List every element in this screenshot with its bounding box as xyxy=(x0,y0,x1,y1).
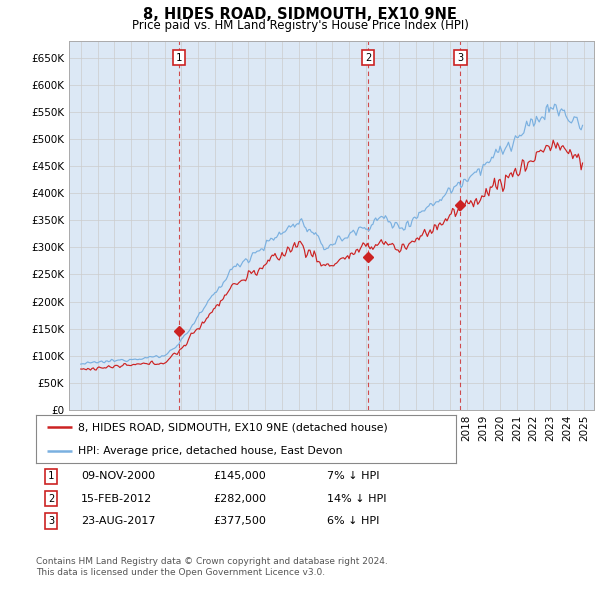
Text: This data is licensed under the Open Government Licence v3.0.: This data is licensed under the Open Gov… xyxy=(36,568,325,577)
Text: 23-AUG-2017: 23-AUG-2017 xyxy=(81,516,155,526)
Text: £377,500: £377,500 xyxy=(213,516,266,526)
Text: 3: 3 xyxy=(457,53,464,63)
Text: 14% ↓ HPI: 14% ↓ HPI xyxy=(327,494,386,503)
Text: Contains HM Land Registry data © Crown copyright and database right 2024.: Contains HM Land Registry data © Crown c… xyxy=(36,558,388,566)
Text: 1: 1 xyxy=(176,53,182,63)
Text: 8, HIDES ROAD, SIDMOUTH, EX10 9NE (detached house): 8, HIDES ROAD, SIDMOUTH, EX10 9NE (detac… xyxy=(78,422,388,432)
Text: Price paid vs. HM Land Registry's House Price Index (HPI): Price paid vs. HM Land Registry's House … xyxy=(131,19,469,32)
Text: 3: 3 xyxy=(48,516,54,526)
Text: 15-FEB-2012: 15-FEB-2012 xyxy=(81,494,152,503)
Text: 8, HIDES ROAD, SIDMOUTH, EX10 9NE: 8, HIDES ROAD, SIDMOUTH, EX10 9NE xyxy=(143,7,457,22)
Text: 7% ↓ HPI: 7% ↓ HPI xyxy=(327,471,380,481)
Text: 2: 2 xyxy=(365,53,371,63)
Text: HPI: Average price, detached house, East Devon: HPI: Average price, detached house, East… xyxy=(78,445,343,455)
Text: £282,000: £282,000 xyxy=(213,494,266,503)
Text: 6% ↓ HPI: 6% ↓ HPI xyxy=(327,516,379,526)
Text: 2: 2 xyxy=(48,494,54,503)
Text: 09-NOV-2000: 09-NOV-2000 xyxy=(81,471,155,481)
Text: £145,000: £145,000 xyxy=(213,471,266,481)
Text: 1: 1 xyxy=(48,471,54,481)
